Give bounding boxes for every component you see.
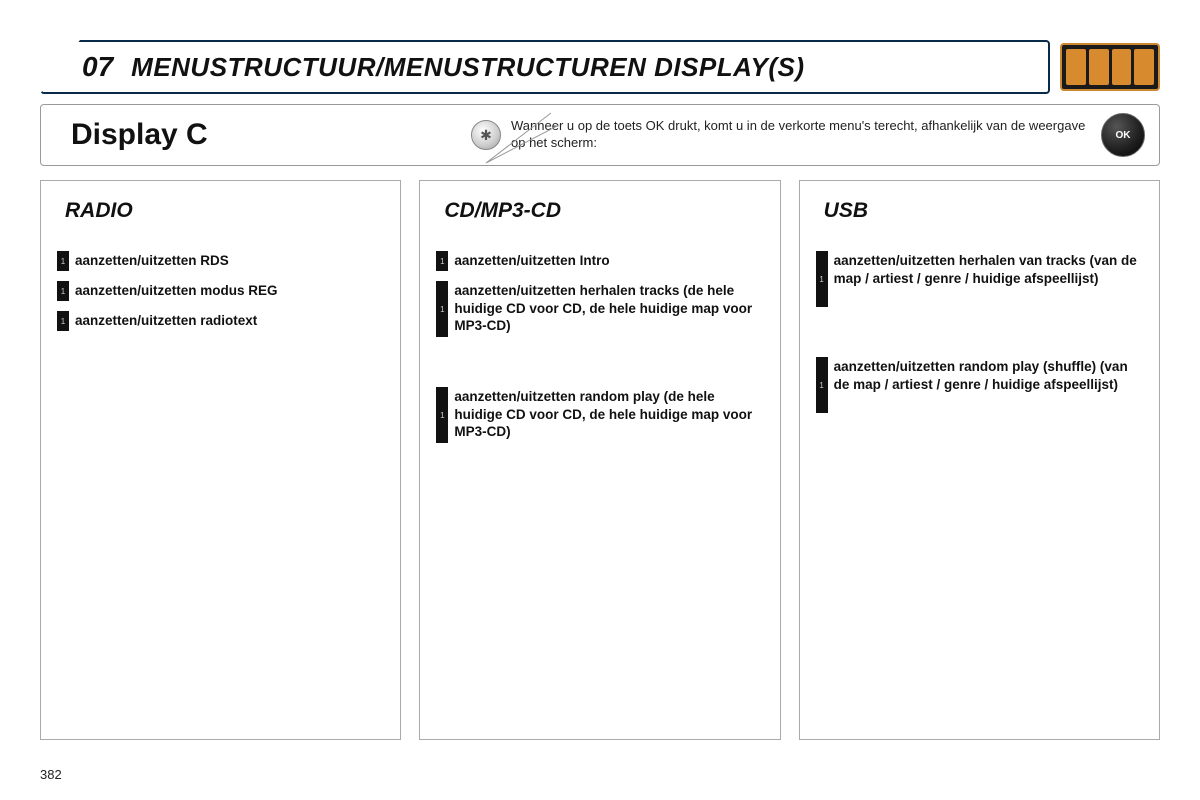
menu-item: 1aanzetten/uitzetten herhalen van tracks… [816, 251, 1143, 307]
item-marker: 1 [436, 387, 448, 443]
page-number: 382 [40, 767, 62, 782]
menu-item: 1 aanzetten/uitzetten radiotext [57, 311, 384, 331]
menu-item: 1 aanzetten/uitzetten RDS [57, 251, 384, 271]
column-title: CD/MP3-CD [436, 199, 763, 223]
item-label: aanzetten/uitzetten RDS [75, 251, 229, 271]
header-bar: 07 MENUSTRUCTUUR/MENUSTRUCTUREN DISPLAY(… [40, 40, 1160, 94]
item-label: aanzetten/uitzetten random play (de hele… [454, 387, 763, 443]
item-marker: 1 [57, 251, 69, 271]
section-number: 07 [82, 51, 113, 83]
menu-column: USB 1aanzetten/uitzetten herhalen van tra… [799, 180, 1160, 740]
item-marker: 1 [57, 281, 69, 301]
item-label: aanzetten/uitzetten Intro [454, 251, 609, 271]
menu-item: 1aanzetten/uitzetten herhalen tracks (de… [436, 281, 763, 337]
column-title: USB [816, 199, 1143, 223]
hint-text: Wanneer u op de toets OK drukt, komt u i… [511, 118, 1087, 152]
menu-column: CD/MP3-CD1aanzetten/uitzetten Intro1aanz… [419, 180, 780, 740]
dashboard-icon [1060, 43, 1160, 91]
menu-item: 1 aanzetten/uitzetten modus REG [57, 281, 384, 301]
item-marker: 1 [816, 357, 828, 413]
menu-column: RADIO 1 aanzetten/uitzetten RDS 1 aanzetten/… [40, 180, 401, 740]
column-title: RADIO [57, 199, 384, 223]
menu-item: 1aanzetten/uitzetten random play (de hel… [436, 387, 763, 443]
item-label: aanzetten/uitzetten herhalen tracks (de … [454, 281, 763, 337]
item-marker: 1 [436, 251, 448, 271]
item-marker: 1 [816, 251, 828, 307]
columns-container: RADIO1aanzetten/uitzetten RDS1aanzetten/… [40, 180, 1160, 740]
item-marker: 1 [57, 311, 69, 331]
menu-item: 1 aanzetten/uitzetten Intro [436, 251, 763, 271]
menu-item: 1aanzetten/uitzetten random play (shuffl… [816, 357, 1143, 413]
item-label: aanzetten/uitzetten modus REG [75, 281, 278, 301]
item-label: aanzetten/uitzetten herhalen van tracks … [834, 251, 1143, 307]
header-tab: 07 MENUSTRUCTUUR/MENUSTRUCTUREN DISPLAY(… [40, 40, 1050, 94]
display-title: Display C [71, 118, 471, 152]
section-title: MENUSTRUCTUUR/MENUSTRUCTUREN DISPLAY(S) [131, 52, 804, 83]
item-label: aanzetten/uitzetten random play (shuffle… [834, 357, 1143, 413]
ok-button-icon: OK [1101, 113, 1145, 157]
hint-icon [471, 120, 501, 150]
item-label: aanzetten/uitzetten radiotext [75, 311, 257, 331]
info-bar: Display C Wanneer u op de toets OK drukt… [40, 104, 1160, 166]
item-marker: 1 [436, 281, 448, 337]
